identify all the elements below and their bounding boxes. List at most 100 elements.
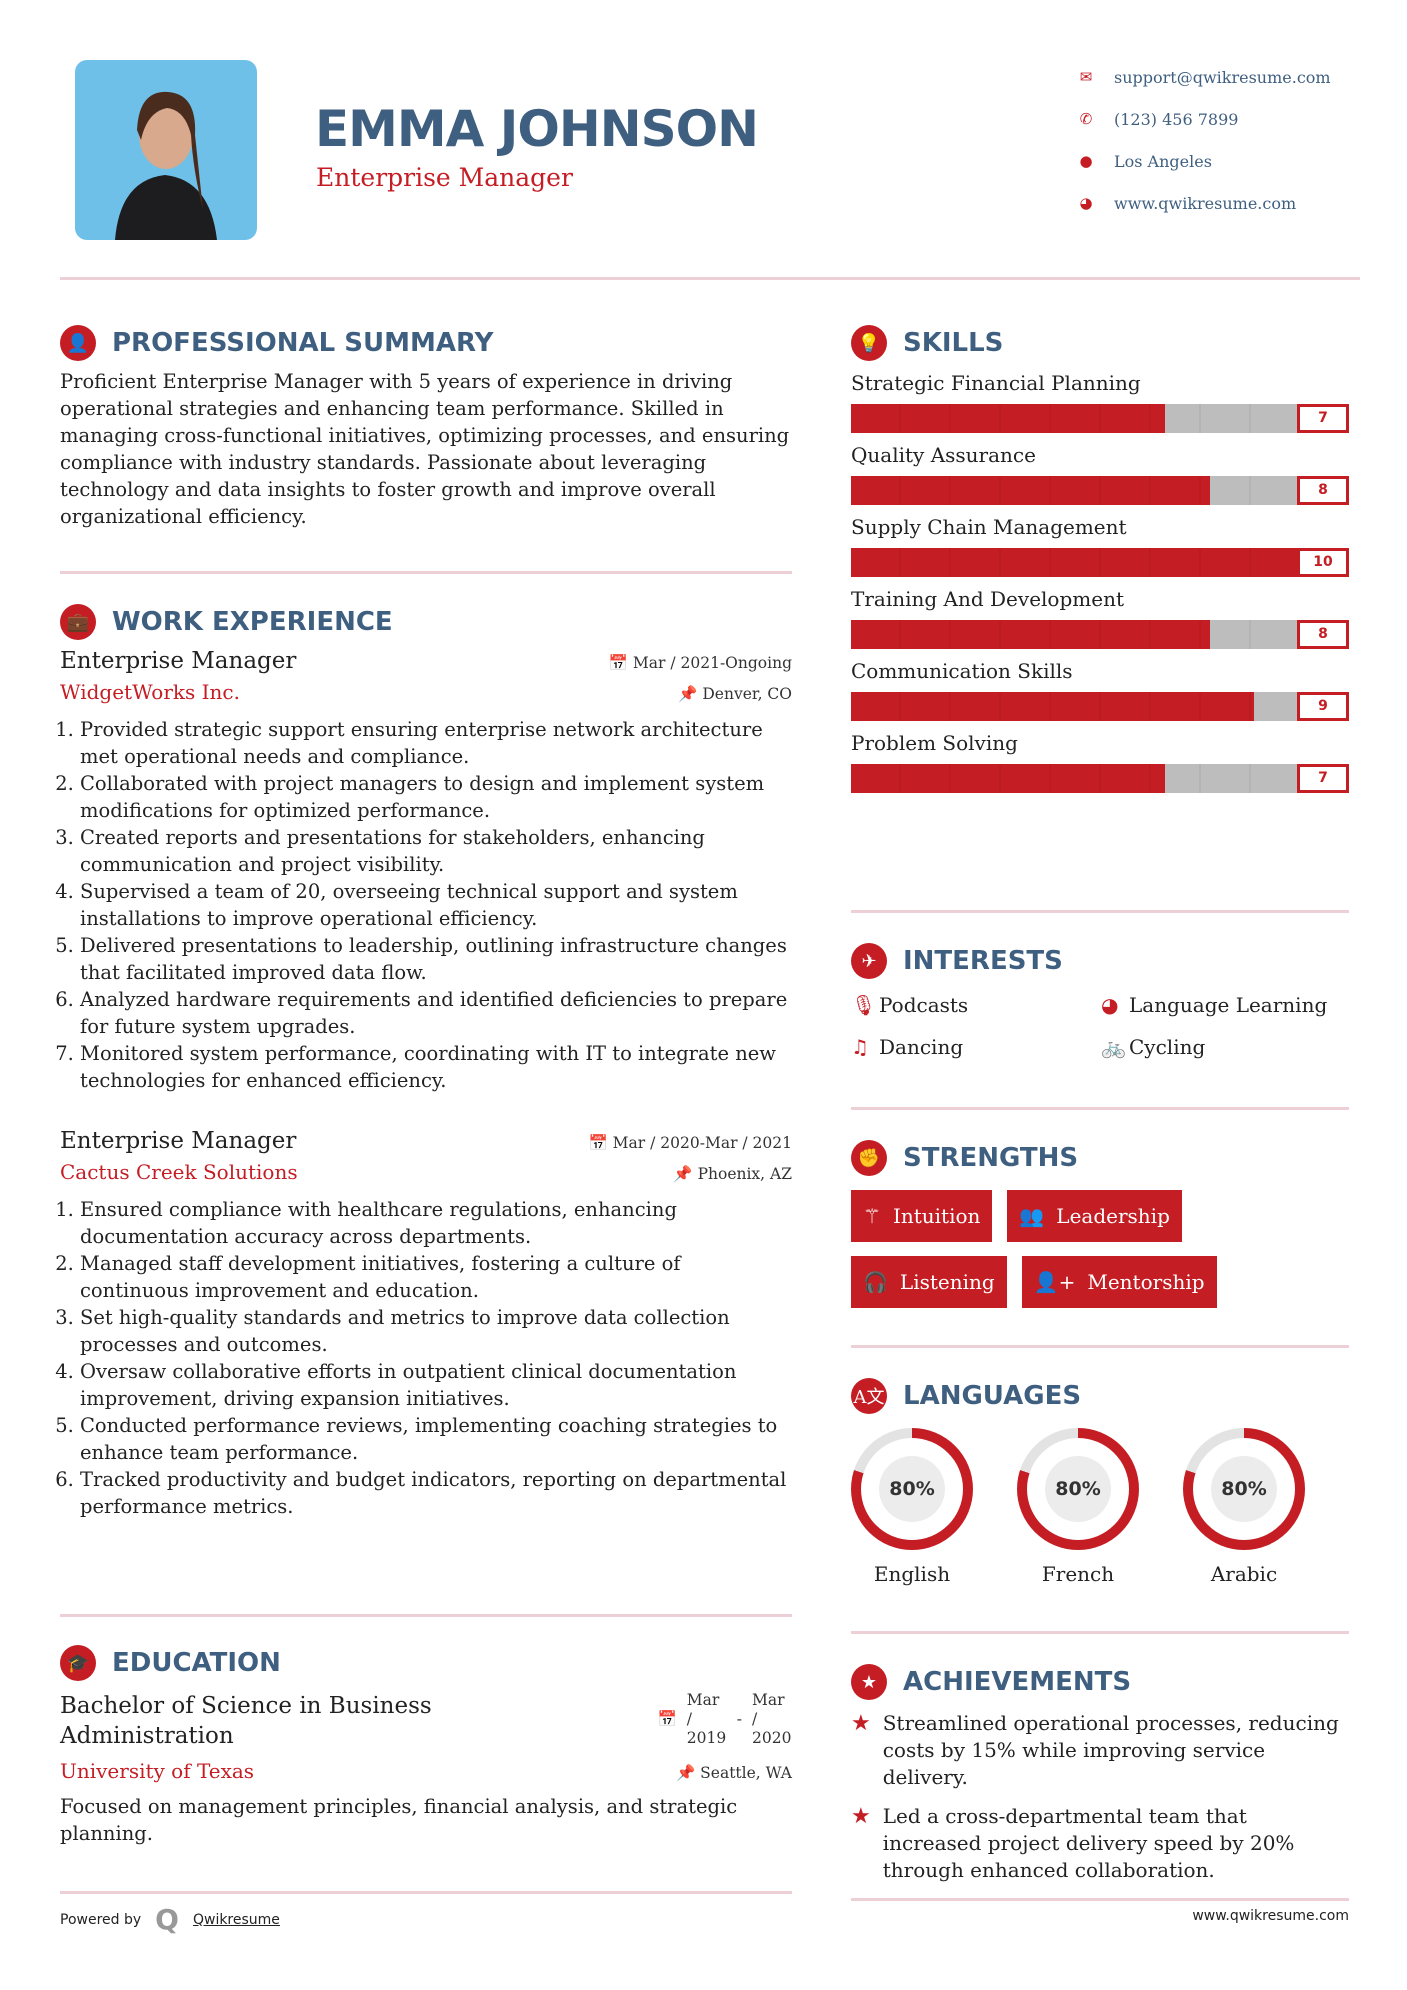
language-donut: 80%: [1183, 1428, 1305, 1550]
strength-tag: 🎧 Listening: [851, 1256, 1007, 1308]
achievement-text: Streamlined operational processes, reduc…: [882, 1711, 1339, 1789]
job-title: Enterprise Manager: [60, 648, 297, 674]
skill-name: Strategic Financial Planning: [851, 371, 1141, 395]
headphones-icon: 🎧: [863, 1270, 888, 1294]
language-percent: 80%: [879, 1456, 945, 1522]
language-percent: 80%: [1211, 1456, 1277, 1522]
achievement-item: ★ Led a cross-departmental team that incr…: [851, 1803, 1349, 1884]
users-icon: 👥: [1019, 1204, 1045, 1228]
interest-item: ◕ Language Learning: [1101, 993, 1351, 1017]
section-heading: SKILLS: [903, 328, 1004, 358]
divider: [851, 1107, 1349, 1110]
skill-bar-fill: [851, 764, 1165, 793]
education-section: 🎓 EDUCATION Bachelor of Science in Busine…: [60, 1645, 792, 1847]
contact-email[interactable]: ✉ support@qwikresume.com: [1072, 56, 1331, 98]
languages-section: A文 LANGUAGES 80% English 80% French 80% Arabic: [851, 1378, 1349, 1586]
graduate-icon: 🎓: [60, 1645, 96, 1681]
language-item: 80% Arabic: [1183, 1428, 1305, 1586]
work-section: 💼 WORK EXPERIENCE Enterprise Manager 📅 Mar…: [60, 604, 792, 1520]
interest-item: 🚲 Cycling: [1101, 1035, 1351, 1059]
achievement-text: Led a cross-departmental team that incre…: [882, 1804, 1295, 1882]
skill-value: 8: [1297, 476, 1349, 505]
bullet: Monitored system performance, coordinati…: [80, 1040, 792, 1094]
education-desc: Focused on management principles, financ…: [60, 1795, 738, 1845]
language-name: Arabic: [1210, 1562, 1278, 1586]
job-title: Enterprise Manager: [60, 1128, 297, 1154]
section-heading: INTERESTS: [903, 946, 1063, 976]
interest-label: Podcasts: [879, 993, 969, 1017]
strength-tag: 👤+ Mentorship: [1021, 1256, 1217, 1308]
skill-name: Quality Assurance: [851, 443, 1036, 467]
calendar-icon: 📅: [588, 1134, 613, 1152]
candidate-title: Enterprise Manager: [316, 163, 573, 192]
shooting-star-icon: ★: [851, 1804, 871, 1829]
skill-bar: 8: [851, 476, 1349, 505]
map-pin-icon: ●: [1079, 152, 1093, 170]
briefcase-icon: 💼: [60, 604, 96, 640]
skill-bar-fill: [851, 692, 1255, 721]
skill-name: Training And Development: [851, 587, 1124, 611]
skill-value: 7: [1297, 764, 1349, 793]
contact-phone[interactable]: ✆ (123) 456 7899: [1072, 98, 1331, 140]
language-item: 80% French: [1017, 1428, 1139, 1586]
bullet: Ensured compliance with healthcare regul…: [80, 1196, 792, 1250]
skill-bar-fill: [851, 548, 1349, 577]
tag-label: Mentorship: [1087, 1270, 1205, 1294]
tag-label: Leadership: [1056, 1204, 1170, 1228]
tag-label: Intuition: [892, 1204, 981, 1228]
skill-bar-fill: [851, 476, 1210, 505]
interest-label: Cycling: [1129, 1035, 1206, 1059]
job-location: Phoenix, AZ: [697, 1165, 792, 1183]
footer-url[interactable]: www.qwikresume.com: [1192, 1908, 1349, 1924]
skill-value: 7: [1297, 404, 1349, 433]
bullet: Created reports and presentations for st…: [80, 824, 792, 878]
section-heading: WORK EXPERIENCE: [112, 607, 393, 637]
envelope-icon: ✉: [1079, 68, 1093, 86]
contact-text: Los Angeles: [1114, 151, 1212, 171]
interest-label: Dancing: [879, 1035, 964, 1059]
bullet: Oversaw collaborative efforts in outpati…: [80, 1358, 792, 1412]
language-name: French: [1041, 1562, 1115, 1586]
contact-website[interactable]: ◕ www.qwikresume.com: [1072, 182, 1331, 224]
bicycle-icon: 🚲: [1101, 1035, 1126, 1059]
company-name: WidgetWorks Inc.: [60, 680, 240, 704]
date-separator: -: [736, 1710, 742, 1728]
section-heading: PROFESSIONAL SUMMARY: [112, 328, 494, 358]
language-name: English: [873, 1562, 951, 1586]
interests-section: ✈ INTERESTS 🎙 Podcasts ◕ Language Learning …: [851, 943, 1349, 1059]
contact-location: ● Los Angeles: [1072, 140, 1331, 182]
microphone-icon: 🎙: [851, 993, 877, 1017]
tag-label: Listening: [899, 1270, 995, 1294]
skill-bar: 7: [851, 404, 1349, 433]
powered-by: Powered by: [60, 1911, 142, 1928]
interest-item: 🎙 Podcasts: [851, 993, 1101, 1017]
globe-icon: ◕: [1101, 993, 1119, 1017]
section-heading: LANGUAGES: [903, 1381, 1082, 1411]
calendar-icon: 📅: [608, 654, 633, 672]
user-plus-icon: 👤+: [1033, 1270, 1076, 1294]
summary-text: Proficient Enterprise Manager with 5 yea…: [60, 370, 790, 528]
bullet: Managed staff development initiatives, f…: [80, 1250, 792, 1304]
contact-list: ✉ support@qwikresume.com ✆ (123) 456 7899 …: [1072, 56, 1331, 224]
summary-section: 👤 PROFESSIONAL SUMMARY Proficient Enterpr…: [60, 325, 792, 530]
bullet: Analyzed hardware requirements and ident…: [80, 986, 792, 1040]
section-heading: EDUCATION: [112, 1648, 281, 1678]
language-donut: 80%: [1017, 1428, 1139, 1550]
brand-link[interactable]: Qwikresume: [192, 1911, 280, 1928]
contact-text: support@qwikresume.com: [1114, 67, 1331, 87]
job-entry: Enterprise Manager 📅 Mar / 2021-Ongoing W…: [60, 648, 792, 1094]
bullet: Provided strategic support ensuring ente…: [80, 716, 792, 770]
job-bullets: Provided strategic support ensuring ente…: [60, 716, 792, 1094]
divider: [60, 1614, 792, 1617]
bullet: Conducted performance reviews, implement…: [80, 1412, 792, 1466]
section-heading: STRENGTHS: [903, 1143, 1079, 1173]
language-item: 80% English: [851, 1428, 973, 1586]
profile-photo: [75, 60, 257, 240]
bullet: Collaborated with project managers to de…: [80, 770, 792, 824]
bullet: Delivered presentations to leadership, o…: [80, 932, 792, 986]
interest-label: Language Learning: [1129, 993, 1328, 1017]
skills-section: 💡 SKILLS Strategic Financial Planning 7 Qua…: [851, 325, 1349, 793]
job-date: Mar / 2021-Ongoing: [632, 654, 792, 672]
translate-icon: A文: [851, 1378, 887, 1414]
section-heading: ACHIEVEMENTS: [903, 1667, 1132, 1697]
